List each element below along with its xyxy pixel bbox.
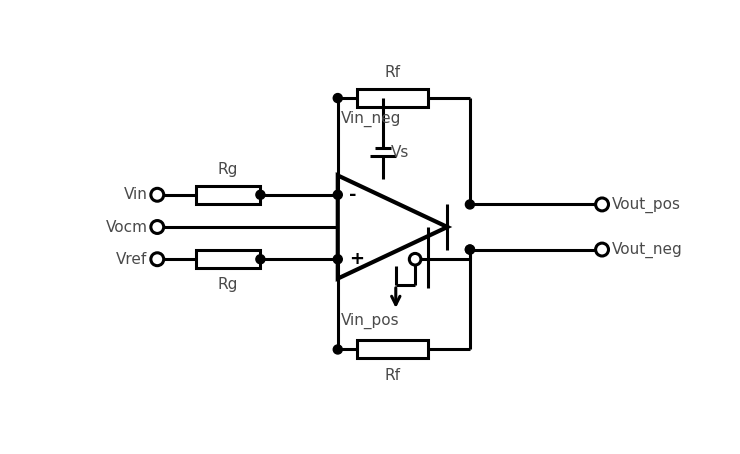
Circle shape	[256, 190, 265, 199]
Text: -: -	[349, 186, 357, 204]
Circle shape	[333, 345, 343, 354]
Circle shape	[465, 245, 474, 254]
Text: Rg: Rg	[218, 162, 238, 177]
FancyBboxPatch shape	[196, 250, 260, 268]
FancyBboxPatch shape	[196, 186, 260, 204]
Text: Rg: Rg	[218, 277, 238, 292]
Text: Vin: Vin	[124, 187, 147, 202]
Text: +: +	[349, 250, 364, 268]
Text: Vout_neg: Vout_neg	[612, 242, 682, 258]
Circle shape	[333, 190, 343, 199]
Circle shape	[596, 198, 608, 211]
Text: Vout_pos: Vout_pos	[612, 196, 681, 212]
Text: Rf: Rf	[385, 368, 400, 383]
Text: Vocm: Vocm	[106, 219, 147, 235]
Text: Vs: Vs	[391, 145, 409, 160]
Circle shape	[465, 245, 474, 254]
Circle shape	[465, 200, 474, 209]
FancyBboxPatch shape	[357, 89, 428, 107]
Text: Rf: Rf	[385, 65, 400, 80]
Circle shape	[333, 94, 343, 103]
Circle shape	[256, 255, 265, 264]
Circle shape	[409, 253, 421, 265]
Circle shape	[596, 243, 608, 256]
Circle shape	[151, 221, 164, 233]
Text: Vin_neg: Vin_neg	[341, 111, 401, 127]
FancyBboxPatch shape	[357, 340, 428, 359]
Text: Vref: Vref	[116, 252, 147, 267]
Circle shape	[151, 253, 164, 266]
Text: Vin_pos: Vin_pos	[341, 313, 400, 329]
Circle shape	[151, 188, 164, 201]
Circle shape	[333, 255, 343, 264]
